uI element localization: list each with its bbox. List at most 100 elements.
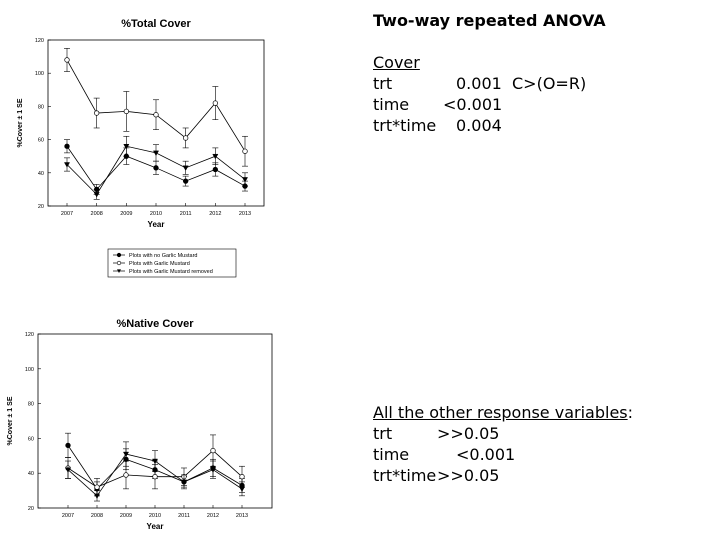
y-tick-label: 40: [28, 471, 34, 477]
data-point: [63, 162, 71, 168]
stat-term: trt*time: [373, 466, 437, 485]
data-point: [123, 472, 129, 478]
data-point: [212, 153, 219, 160]
stat-row-trt: trt >>0.05: [373, 423, 633, 444]
x-tick-label: 2008: [91, 211, 103, 217]
y-tick-label: 100: [25, 367, 34, 373]
data-point: [209, 467, 217, 473]
y-tick-label: 100: [35, 71, 44, 77]
anova-summary-other: All the other response variables: trt >>0…: [373, 402, 633, 486]
legend-label: Plots with Garlic Mustard: [129, 261, 190, 267]
data-point: [242, 148, 248, 154]
data-point: [151, 458, 159, 465]
anova-summary-cover: Two-way repeated ANOVA Cover trt 0.001 C>(…: [373, 10, 606, 136]
data-point: [152, 474, 158, 480]
chart-title: %Total Cover: [121, 18, 191, 30]
x-axis-label: Year: [147, 522, 164, 531]
data-point: [239, 474, 245, 480]
data-point: [212, 166, 218, 173]
data-point: [93, 192, 100, 198]
y-tick-label: 60: [38, 138, 44, 144]
y-tick-label: 120: [25, 332, 34, 338]
y-tick-label: 120: [35, 38, 44, 44]
stat-term: trt: [373, 424, 393, 443]
x-tick-label: 2012: [209, 211, 221, 217]
y-tick-label: 40: [38, 171, 44, 177]
stat-row-trt-time: trt*time>>0.05: [373, 465, 633, 486]
data-point: [153, 112, 159, 118]
x-tick-label: 2013: [236, 513, 248, 519]
series-2: [65, 434, 245, 497]
legend-box: [107, 248, 237, 278]
x-axis-label: Year: [148, 220, 165, 229]
x-tick-label: 2007: [62, 513, 74, 519]
other-section-title: All the other response variables:: [373, 402, 633, 423]
stat-row-time: time <0.001: [373, 444, 633, 465]
data-point: [152, 150, 160, 156]
stat-p-value: <0.001: [456, 445, 516, 464]
data-point: [210, 447, 216, 454]
stat-term: trt: [373, 74, 393, 93]
series-2: [64, 47, 248, 167]
data-point: [238, 486, 246, 492]
series-3: [64, 441, 246, 502]
stat-p-value: 0.001: [456, 74, 502, 93]
x-tick-label: 2013: [239, 211, 251, 217]
data-point: [64, 143, 70, 149]
native-cover-chart: %Native Cover 20 40 60 80 100 120 2007 2008 2009 2…: [7, 318, 273, 531]
stat-p-value: >>0.05: [437, 466, 500, 485]
other-variables-colon: :: [627, 403, 634, 422]
x-tick-label: 2010: [150, 211, 162, 217]
data-point: [180, 479, 188, 486]
x-tick-label: 2011: [178, 513, 190, 519]
x-tick-label: 2007: [61, 211, 73, 217]
anova-heading: Two-way repeated ANOVA: [373, 11, 606, 30]
data-point: [241, 177, 249, 183]
x-tick-label: 2009: [120, 211, 132, 217]
data-point: [64, 467, 72, 473]
legend-marker: [116, 252, 122, 258]
data-point: [182, 165, 189, 171]
stat-row-trt: trt 0.001 C>(O=R): [373, 73, 606, 94]
legend-label: Plots with Garlic Mustard removed: [129, 269, 213, 275]
y-tick-label: 80: [38, 104, 44, 110]
data-point: [94, 110, 100, 116]
series-3: [63, 135, 249, 200]
stat-p-value: <0.001: [443, 95, 503, 114]
chart-title: %Native Cover: [116, 318, 194, 330]
legend-label: Plots with no Garlic Mustard: [129, 253, 197, 259]
data-point: [183, 135, 189, 141]
data-point: [153, 165, 159, 171]
x-tick-label: 2011: [180, 211, 192, 217]
stat-row-time: time <0.001: [373, 94, 606, 115]
stat-p-value: 0.004: [456, 116, 502, 135]
data-point: [123, 108, 129, 115]
stat-term: time: [373, 445, 410, 464]
data-point: [212, 100, 218, 106]
legend-marker: [117, 269, 121, 273]
x-tick-label: 2009: [120, 513, 132, 519]
data-point: [123, 143, 130, 150]
data-point: [94, 484, 100, 490]
legend-marker: [116, 260, 122, 266]
data-point: [183, 178, 189, 184]
legend: Plots with no Garlic Mustard Plots with G…: [107, 248, 237, 278]
data-point: [122, 451, 130, 458]
x-tick-label: 2008: [91, 513, 103, 519]
stat-term: trt*time: [373, 116, 437, 135]
y-axis-label: %Cover ± 1 SE: [7, 396, 14, 445]
y-tick-label: 60: [28, 436, 34, 442]
stat-note: C>(O=R): [512, 74, 587, 93]
total-cover-chart: %Total Cover 20 40 60 80 100 120 2007 2008 2009 20…: [17, 18, 265, 278]
stat-p-value: >>0.05: [437, 424, 500, 443]
x-tick-label: 2010: [149, 513, 161, 519]
stat-row-trt-time: trt*time 0.004: [373, 115, 606, 136]
y-tick-label: 80: [28, 402, 34, 408]
y-tick-label: 20: [38, 204, 44, 210]
data-point: [93, 493, 101, 499]
cover-section-title: Cover: [373, 53, 420, 72]
y-tick-label: 20: [28, 506, 34, 512]
other-variables-title: All the other response variables: [373, 403, 628, 422]
stat-term: time: [373, 95, 410, 114]
data-point: [64, 57, 70, 63]
